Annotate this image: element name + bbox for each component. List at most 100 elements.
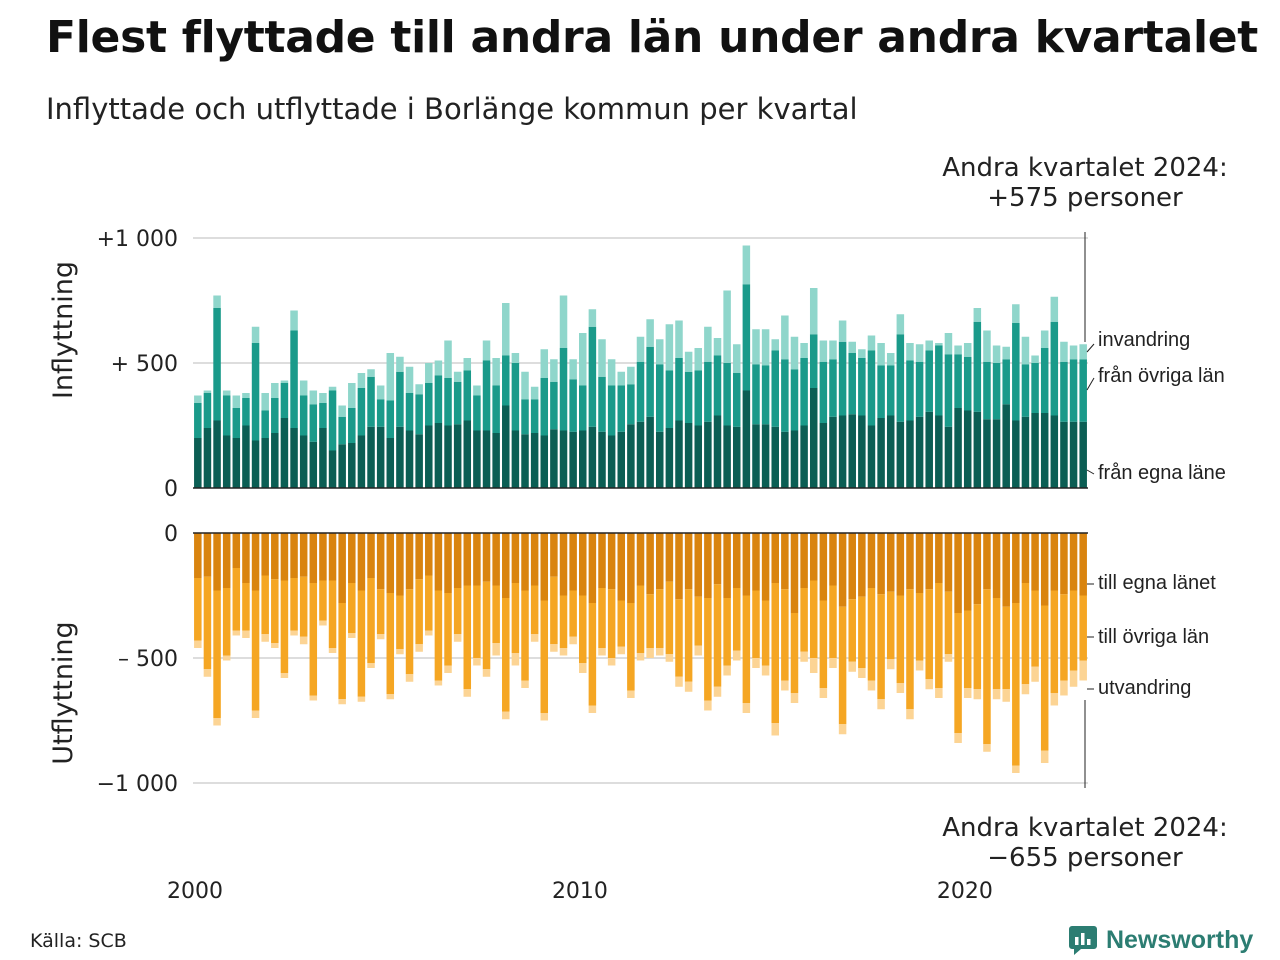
inflow-bar-segment: [915, 361, 924, 417]
inflow-bar-segment: [530, 399, 539, 433]
inflow-bar-segment: [1069, 359, 1078, 422]
inflow-bar-segment: [328, 450, 337, 488]
outflow-bar-segment: [338, 533, 346, 603]
outflow-bar-segment: [819, 600, 828, 688]
outflow-bar-segment: [559, 595, 568, 648]
outflow-bar-segment: [569, 533, 577, 591]
outflow-bar-segment: [819, 533, 828, 601]
outflow-bar-segment: [752, 658, 760, 668]
inflow-bar-segment: [559, 295, 568, 348]
outflow-bar-segment: [1079, 533, 1087, 596]
inflow-bar-segment: [396, 371, 404, 427]
inflow-bar-segment: [1050, 321, 1059, 416]
inflow-bar-segment: [1012, 323, 1020, 421]
inflow-bar-segment: [405, 366, 414, 393]
outflow-bar-segment: [213, 590, 221, 718]
outflow-bar-segment: [723, 665, 731, 676]
inflow-bar-segment: [896, 334, 905, 422]
inflow-bar-segment: [444, 378, 452, 426]
outflow-bar-segment: [271, 643, 279, 648]
outflow-bar-segment: [213, 533, 221, 591]
outflow-bar-segment: [261, 575, 269, 635]
outflow-bar-segment: [848, 661, 856, 672]
inflow-bar-segment: [1021, 416, 1030, 488]
inflow-bar-segment: [752, 424, 760, 488]
outflow-bar-segment: [251, 710, 260, 718]
inflow-bar-segment: [550, 381, 558, 430]
inflow-bar-segment: [627, 384, 635, 425]
inflow-bar-segment: [771, 350, 779, 427]
outflow-bar-segment: [636, 585, 645, 653]
inflow-bar-segment: [1040, 330, 1049, 348]
inflow-bar-segment: [732, 373, 741, 427]
outflow-bar-segment: [627, 690, 635, 698]
inflow-bar-segment: [482, 340, 491, 361]
inflow-bar-segment: [242, 393, 250, 398]
inflow-bar-segment: [607, 359, 616, 386]
outflow-bar-segment: [338, 603, 346, 700]
outflow-bar-segment: [858, 596, 866, 668]
outflow-bar-segment: [829, 658, 837, 668]
inflow-bar-segment: [1060, 341, 1068, 362]
outflow-bar-segment: [1050, 590, 1059, 693]
inflow-bar-segment: [877, 343, 885, 366]
outflow-bar-segment: [328, 533, 337, 581]
label-leader: [1086, 377, 1095, 391]
inflow-bar-segment: [732, 426, 741, 488]
outflow-bar-segment: [357, 533, 366, 591]
inflow-bar-segment: [194, 395, 202, 403]
outflow-bar-segment: [213, 718, 221, 726]
outflow-bar-segment: [1069, 533, 1078, 591]
outflow-bar-segment: [1002, 689, 1010, 702]
inflow-bar-segment: [213, 420, 221, 488]
inflow-bar-segment: [521, 434, 529, 488]
outflow-bar-segment: [386, 533, 395, 593]
inflow-bar-segment: [319, 403, 327, 428]
inflow-bar-segment: [752, 329, 760, 365]
outflow-bar-segment: [1002, 606, 1010, 690]
inflow-bar-segment: [752, 364, 760, 425]
outflow-bar-segment: [598, 588, 606, 648]
outflow-bar-segment: [588, 533, 597, 603]
callout-top-line2: +575 personer: [987, 183, 1183, 213]
inflow-bar-segment: [790, 430, 799, 488]
outflow-bar-segment: [579, 595, 587, 663]
outflow-bar-segment: [502, 598, 510, 712]
outflow-bar-segment: [694, 596, 702, 646]
outflow-bar-segment: [473, 658, 481, 666]
outflow-bar-segment: [367, 533, 375, 578]
outflow-bar-segment: [627, 603, 635, 691]
outflow-bar-segment: [684, 589, 693, 682]
outflow-bar-segment: [935, 688, 943, 698]
inflow-bar-segment: [761, 329, 770, 366]
outflow-bar-segment: [492, 643, 500, 656]
outflow-bar-segment: [473, 585, 481, 658]
inflow-bar-segment: [1050, 296, 1059, 322]
outflow-bar-segment: [357, 590, 366, 697]
outflow-bar-segment: [886, 659, 895, 670]
callout-bottom-line2: −655 personer: [987, 843, 1183, 873]
outflow-bar-segment: [944, 533, 953, 592]
inflow-bar-segment: [627, 366, 635, 385]
inflow-bar-segment: [453, 381, 462, 425]
outflow-bar-segment: [357, 696, 366, 702]
inflow-bar-segment: [732, 344, 741, 373]
inflow-bar-segment: [935, 345, 943, 416]
inflow-bar-segment: [675, 358, 683, 421]
inflow-bar-segment: [376, 399, 385, 427]
inflow-bar-segment: [415, 394, 423, 435]
inflow-bar-segment: [588, 326, 597, 427]
inflow-bar-segment: [290, 428, 298, 488]
inflow-bar-segment: [588, 309, 597, 327]
outflow-bar-segment: [482, 669, 491, 677]
inflow-bar-segment: [925, 411, 933, 488]
outflow-bar-segment: [405, 533, 414, 590]
inflow-bar-segment: [694, 348, 702, 371]
outflow-bar-segment: [800, 533, 808, 588]
newsworthy-logo: Newsworthy: [1068, 924, 1253, 956]
outflow-bar-segment: [453, 634, 462, 642]
outflow-bar-segment: [415, 533, 423, 580]
outflow-bar-segment: [290, 630, 298, 636]
outflow-bar-segment: [973, 533, 982, 605]
outflow-bar-segment: [338, 699, 346, 705]
